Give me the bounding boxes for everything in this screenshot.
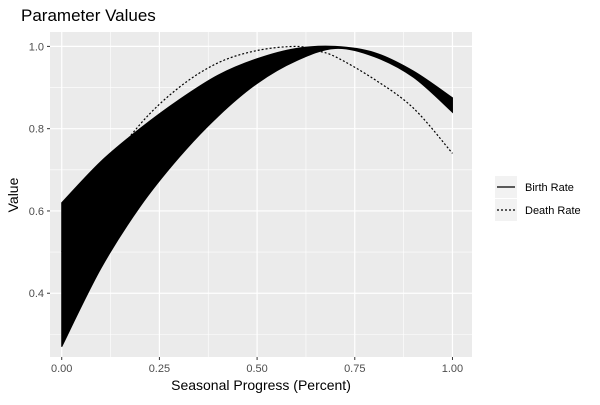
series-layer [61,45,453,347]
x-tick-label: 0.25 [149,363,170,375]
x-tick-label: 0.50 [246,363,267,375]
y-tick-label: 1.0 [29,41,44,53]
birth-rate-band [61,45,453,347]
tick-layer: 0.00 0.25 0.50 0.75 1.00 0.4 0.6 0.8 1.0 [29,41,463,375]
x-axis-label: Seasonal Progress (Percent) [171,377,351,393]
y-axis-label: Value [5,177,21,212]
x-tick-label: 0.75 [344,363,365,375]
chart-title: Parameter Values [21,6,156,25]
y-tick-label: 0.4 [29,288,44,300]
y-tick-label: 0.8 [29,124,44,136]
grid-layer [50,32,472,357]
legend-label-birth-rate: Birth Rate [525,182,574,194]
legend-label-death-rate: Death Rate [525,205,581,217]
x-tick-label: 1.00 [442,363,463,375]
y-tick-label: 0.6 [29,206,44,218]
legend: Birth Rate Death Rate [495,176,581,221]
x-tick-label: 0.00 [51,363,72,375]
death-rate-line [61,45,453,253]
